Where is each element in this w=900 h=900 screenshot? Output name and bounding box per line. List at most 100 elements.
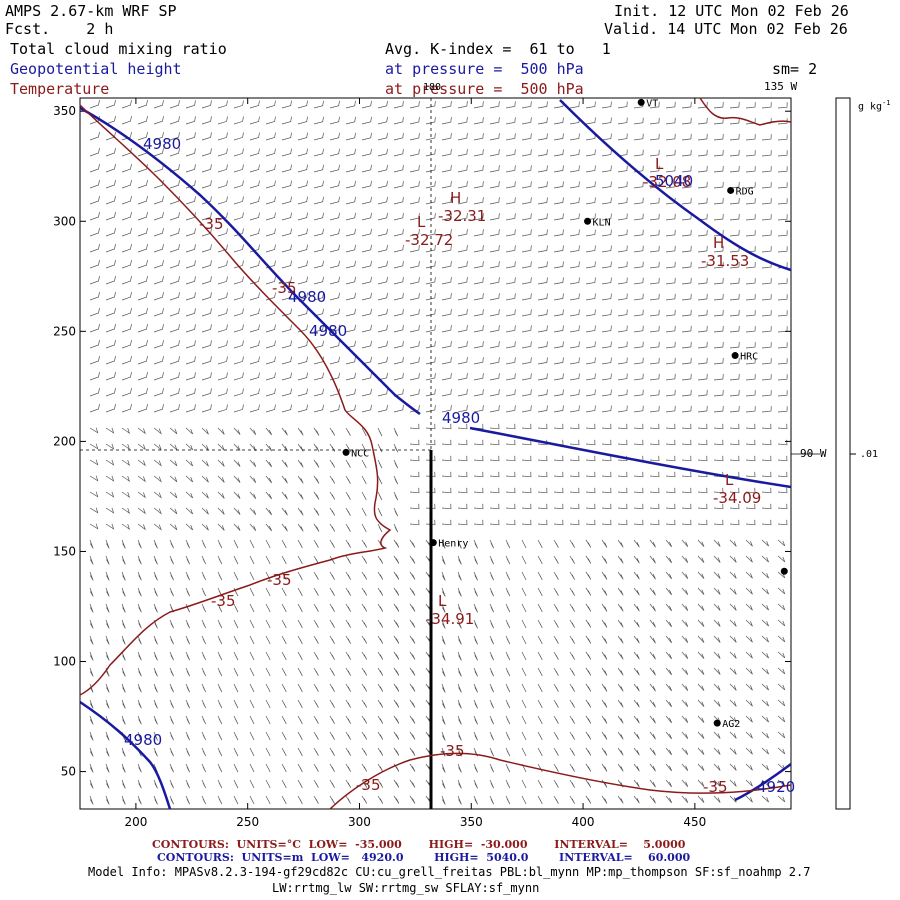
wind-barb [169, 324, 180, 333]
wind-barb [409, 372, 420, 381]
wind-barb [553, 455, 564, 462]
wind-barb [665, 747, 673, 756]
wind-barb [521, 133, 532, 141]
wind-barb [473, 635, 478, 645]
wind-barb [697, 117, 708, 125]
wind-barb [537, 439, 548, 446]
wind-barb [745, 150, 756, 157]
wind-barb [633, 439, 644, 446]
wind-barb [297, 779, 303, 789]
wind-barb [297, 731, 303, 741]
wind-barb [345, 196, 356, 205]
wind-barb [377, 164, 388, 173]
wind-barb [281, 228, 292, 237]
wind-barb [409, 423, 420, 430]
wind-barb [601, 309, 612, 317]
wind-barb [89, 635, 94, 645]
fcst-label: Fcst. [5, 20, 51, 38]
wind-barb [777, 150, 788, 157]
wind-barb [585, 261, 596, 269]
wind-barb [553, 389, 564, 397]
wind-barb [281, 324, 292, 333]
wind-barb [697, 309, 708, 317]
wind-barb [281, 180, 292, 189]
wind-barb [329, 228, 340, 237]
wind-barb [217, 260, 228, 269]
wind-barb [89, 603, 94, 613]
valid-time: Valid. 14 UTC Mon 02 Feb 26 [604, 20, 848, 38]
wind-barb [409, 779, 416, 788]
wind-barb [665, 731, 673, 740]
wind-barb [617, 181, 628, 189]
extremum-marker: H [713, 234, 724, 252]
wind-barb [777, 198, 788, 205]
wind-barb [521, 555, 527, 565]
wind-barb [521, 357, 532, 365]
wind-barb [473, 439, 484, 446]
wind-barb [265, 340, 276, 349]
wind-barb [377, 180, 388, 189]
wind-barb [665, 357, 676, 365]
wind-barb [617, 519, 628, 526]
wind-barb [457, 635, 462, 645]
wind-barb [345, 459, 351, 468]
wind-barb [297, 523, 304, 532]
wind-barb [169, 523, 178, 531]
wind-barb [409, 667, 416, 676]
wind-barb [153, 459, 162, 467]
wind-barb [425, 388, 436, 397]
wind-barb [569, 539, 576, 548]
y-tick-label: 50 [61, 765, 76, 779]
wind-barb [601, 293, 612, 301]
wind-barb [537, 471, 548, 478]
wind-barb [537, 683, 543, 693]
wind-barb [249, 356, 260, 365]
wind-barb [745, 390, 756, 397]
wind-barb [761, 326, 772, 333]
wind-barb [121, 276, 132, 285]
extremum-marker: L [438, 592, 447, 610]
wind-barb [681, 261, 692, 269]
extremum-marker: L [655, 155, 664, 173]
wind-barb [457, 117, 468, 125]
wind-barb [713, 261, 724, 269]
wind-barb [121, 148, 132, 157]
wind-barb [761, 763, 769, 771]
wind-barb [265, 763, 271, 773]
wind-barb [569, 357, 580, 365]
wind-barb [761, 166, 772, 173]
wind-barb [649, 795, 656, 804]
wind-barb [185, 795, 191, 805]
wind-barb [441, 571, 446, 581]
wind-barb [201, 475, 209, 483]
wind-barb [489, 117, 500, 125]
wind-barb [89, 763, 94, 773]
wind-barb [169, 731, 174, 741]
wind-barb [649, 763, 656, 772]
wind-barb [617, 325, 628, 333]
wind-barb [473, 471, 484, 478]
wind-barb [361, 539, 368, 548]
wind-barb [553, 245, 564, 253]
wind-barb [393, 779, 400, 788]
wind-barb [601, 439, 612, 446]
wind-barb [281, 475, 288, 484]
wind-barb [361, 763, 368, 772]
height-contour-label: 4920 [757, 778, 795, 796]
height-contour-4980-mid [469, 426, 792, 489]
wind-barb [713, 197, 724, 205]
wind-barb [345, 619, 352, 628]
wind-barb [393, 603, 400, 612]
wind-barb [489, 699, 495, 709]
wind-barb [361, 603, 368, 612]
wind-barb [457, 731, 462, 741]
wind-barb [489, 133, 500, 141]
wind-barb [297, 244, 308, 253]
wind-barb [569, 405, 580, 413]
wind-barb [217, 491, 225, 499]
wind-barb [729, 149, 740, 157]
wind-barb [601, 731, 608, 740]
wind-barb [249, 443, 257, 452]
wind-barb [313, 747, 319, 756]
